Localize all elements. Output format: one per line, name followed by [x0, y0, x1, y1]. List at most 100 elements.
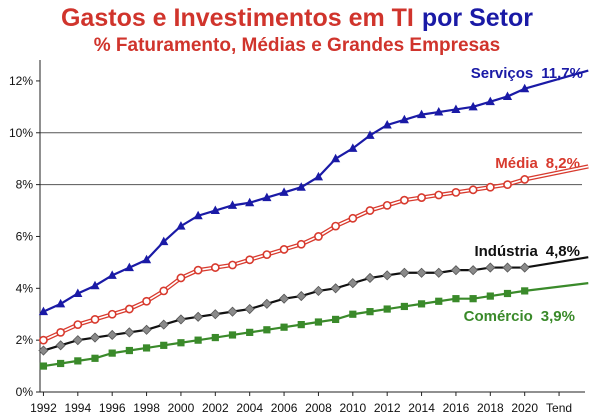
- x-tick-label: 2018: [477, 401, 504, 415]
- circle-marker: [159, 286, 169, 296]
- triangle-marker: [485, 96, 495, 106]
- diamond-marker: [347, 278, 358, 289]
- triangle-marker: [502, 91, 513, 100]
- square-marker: [228, 331, 237, 339]
- triangle-marker: [451, 104, 461, 113]
- chart-title: Gastos e Investimentos em TI por Setor: [61, 4, 533, 32]
- square-marker: [211, 333, 219, 342]
- diamond-marker: [227, 306, 238, 317]
- square-marker: [194, 336, 202, 344]
- diamond-marker: [124, 327, 135, 338]
- circle-marker: [193, 265, 203, 275]
- axis-layer: 0% 2% 4% 6% 8% 10% 12% 1992 1994 1996 1998 2000 2002…: [9, 60, 585, 415]
- circle-marker: [434, 190, 444, 200]
- trend-line: [524, 69, 589, 90]
- y-tick-label: 0%: [16, 385, 34, 399]
- triangle-marker: [107, 270, 117, 279]
- x-tick-label: 1998: [133, 401, 160, 415]
- series-value: 11,7%: [541, 65, 583, 82]
- square-marker: [108, 349, 116, 357]
- triangle-marker: [193, 210, 203, 220]
- diamond-marker: [502, 262, 513, 273]
- square-marker: [417, 300, 426, 308]
- diamond-marker: [141, 324, 152, 335]
- x-tick-label: 1996: [99, 401, 126, 415]
- series-line: [43, 266, 525, 352]
- series-1: [38, 69, 589, 316]
- triangle-marker: [210, 205, 220, 215]
- square-marker: [383, 305, 391, 313]
- chart-title-part1: Gastos e Investimentos em TI: [61, 4, 414, 32]
- triangle-marker: [176, 221, 186, 230]
- circle-marker: [399, 195, 409, 205]
- x-tick-label: 1994: [64, 401, 91, 415]
- diamond-marker: [261, 298, 272, 309]
- diamond-marker: [399, 267, 410, 278]
- triangle-marker: [227, 200, 238, 209]
- diamond-marker: [416, 267, 427, 278]
- circle-marker: [331, 221, 341, 231]
- series-name: Média: [495, 155, 538, 172]
- square-marker: [280, 323, 288, 331]
- square-marker: [297, 321, 305, 329]
- triangle-marker: [468, 101, 478, 111]
- chart-title-part2: por Setor: [422, 4, 533, 32]
- square-marker: [349, 310, 357, 318]
- triangle-marker: [245, 197, 255, 207]
- diamond-marker: [158, 319, 169, 330]
- label-layer: Serviços 11,7% Média 8,2% Indústria 4,8% Comér…: [464, 65, 583, 325]
- square-marker: [177, 339, 185, 347]
- square-marker: [246, 328, 254, 336]
- square-marker: [125, 346, 133, 355]
- circle-marker: [365, 206, 375, 215]
- diamond-marker: [89, 332, 101, 343]
- square-marker: [521, 287, 529, 295]
- triangle-marker: [56, 298, 66, 308]
- square-marker: [332, 315, 340, 324]
- x-tick-label: 2002: [202, 401, 229, 415]
- diamond-marker: [313, 285, 324, 296]
- series-name: Comércio: [464, 308, 533, 325]
- triangle-marker: [279, 187, 289, 196]
- series-label-1: Serviços 11,7%: [471, 65, 583, 82]
- diamond-marker: [175, 314, 187, 325]
- circle-marker: [296, 239, 306, 249]
- x-tick-label: 2000: [168, 401, 195, 415]
- circle-marker: [503, 180, 512, 190]
- x-tick-label: 2012: [374, 401, 401, 415]
- triangle-marker: [313, 171, 324, 181]
- x-tick-label: 2008: [305, 401, 332, 415]
- x-tick-label: Tend: [546, 401, 572, 415]
- circle-marker: [382, 200, 392, 210]
- x-tick-label: 2004: [236, 401, 263, 415]
- circle-marker: [245, 255, 255, 265]
- circle-marker: [417, 193, 426, 202]
- series-label-3: Indústria 4,8%: [474, 243, 580, 260]
- square-marker: [314, 318, 323, 326]
- series-value: 4,8%: [546, 243, 580, 260]
- series-2: [39, 164, 589, 345]
- square-marker: [142, 344, 151, 352]
- x-tick-label: 2010: [339, 401, 366, 415]
- triangle-marker: [262, 192, 272, 202]
- y-tick-label: 10%: [9, 126, 33, 140]
- circle-marker: [228, 260, 237, 270]
- trend-line: [524, 282, 589, 292]
- triangle-marker: [331, 153, 341, 163]
- circle-marker: [124, 304, 134, 314]
- circle-marker: [39, 335, 48, 345]
- series-value: 8,2%: [546, 155, 580, 172]
- y-tick-label: 2%: [16, 333, 34, 347]
- circle-marker: [73, 320, 83, 329]
- triangle-marker: [348, 143, 358, 152]
- square-marker: [91, 354, 99, 362]
- series-3: [38, 256, 589, 356]
- diamond-marker: [193, 311, 204, 322]
- circle-marker: [468, 185, 478, 195]
- diamond-marker: [364, 272, 376, 284]
- circle-marker: [142, 296, 151, 306]
- diamond-marker: [278, 293, 290, 304]
- square-marker: [452, 295, 460, 303]
